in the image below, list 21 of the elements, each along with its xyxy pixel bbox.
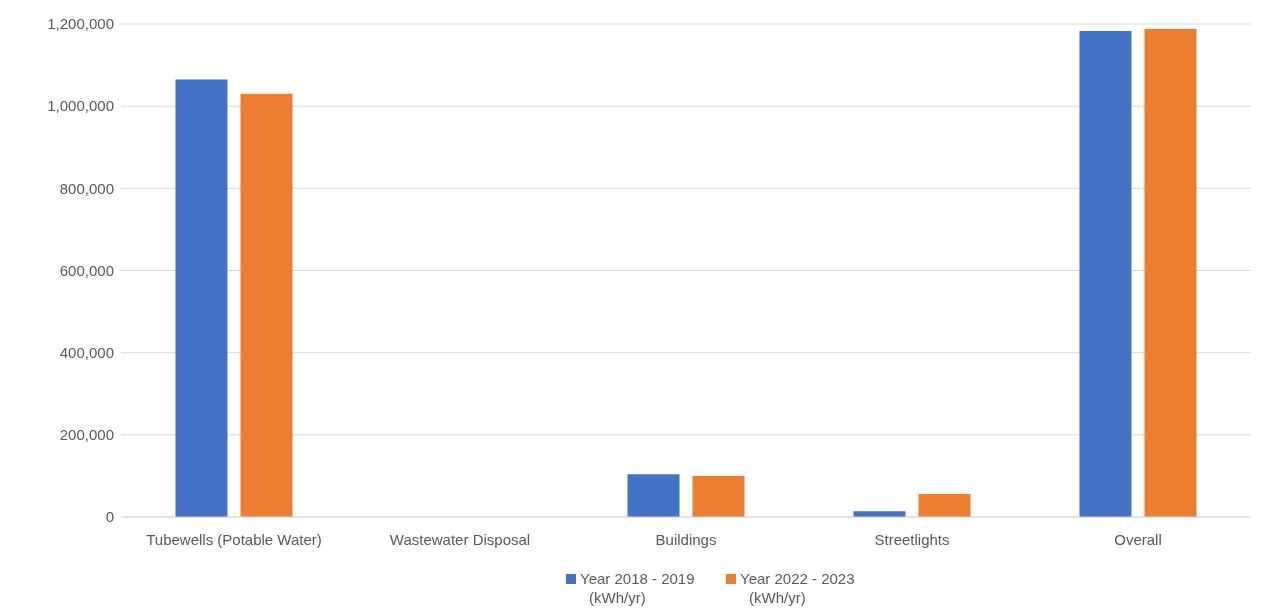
legend-label: Year 2018 - 2019 (kWh/yr) <box>580 570 695 606</box>
bar <box>918 493 971 517</box>
y-tick-label: 1,000,000 <box>47 97 114 115</box>
y-tick-label: 200,000 <box>59 426 114 444</box>
bar <box>175 79 228 517</box>
bar <box>1144 28 1197 517</box>
x-tick-label: Overall <box>1114 531 1162 548</box>
bar <box>692 475 745 517</box>
y-tick-label: 800,000 <box>59 179 114 197</box>
y-tick-label: 600,000 <box>59 261 114 279</box>
x-tick-label: Streetlights <box>874 531 950 548</box>
bar <box>240 93 293 517</box>
y-tick-label: 400,000 <box>59 343 114 361</box>
y-tick-label: 0 <box>105 508 114 526</box>
legend-label: Year 2022 - 2023 (kWh/yr) <box>740 570 855 606</box>
bar <box>1079 30 1132 517</box>
bar <box>627 474 680 517</box>
x-tick-label: Tubewells (Potable Water) <box>146 531 322 548</box>
x-tick-label: Buildings <box>655 531 717 548</box>
y-tick-label: 1,200,000 <box>47 15 114 33</box>
x-tick-label: Wastewater Disposal <box>389 531 531 548</box>
